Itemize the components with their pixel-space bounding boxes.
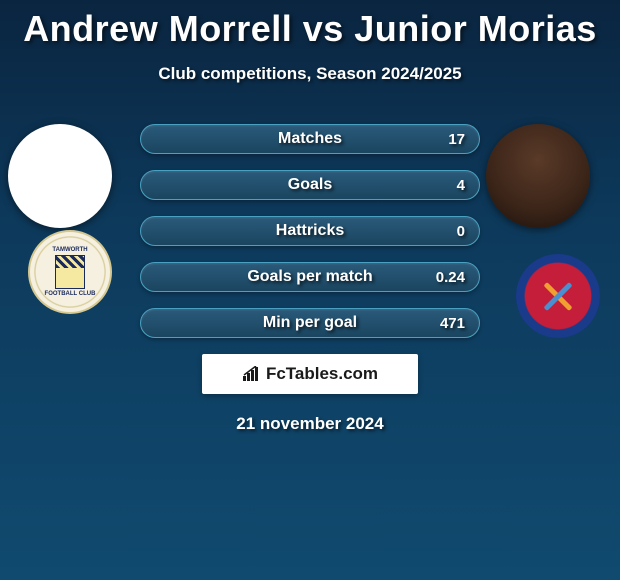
date-line: 21 november 2024 [0, 414, 620, 434]
brand-text: FcTables.com [266, 364, 378, 384]
player-right-photo [486, 124, 590, 228]
stat-label: Matches [278, 130, 342, 148]
club-crest-right [516, 254, 600, 338]
page-title: Andrew Morrell vs Junior Morias [0, 0, 620, 50]
stat-right-value: 4 [435, 177, 465, 194]
stat-right-value: 471 [435, 315, 465, 332]
club-crest-left: TAMWORTH FOOTBALL CLUB [28, 230, 112, 314]
bar-chart-icon [242, 366, 262, 382]
player-left-photo [8, 124, 112, 228]
stat-rows: Matches 17 Goals 4 Hattricks 0 Goals per… [140, 124, 480, 338]
stat-row-hattricks: Hattricks 0 [140, 216, 480, 246]
crest-left-top-text: TAMWORTH [52, 247, 87, 253]
crest-left-bottom-text: FOOTBALL CLUB [45, 291, 96, 297]
stat-row-min-per-goal: Min per goal 471 [140, 308, 480, 338]
stat-label: Goals per match [247, 268, 372, 286]
comparison-panel: TAMWORTH FOOTBALL CLUB Matches 17 Goals … [0, 124, 620, 434]
stat-label: Hattricks [276, 222, 344, 240]
stat-label: Min per goal [263, 314, 357, 332]
stat-row-goals-per-match: Goals per match 0.24 [140, 262, 480, 292]
stat-row-matches: Matches 17 [140, 124, 480, 154]
stat-right-value: 0.24 [435, 269, 465, 286]
brand-box: FcTables.com [202, 354, 418, 394]
crest-left-shield-icon [55, 255, 85, 289]
stat-row-goals: Goals 4 [140, 170, 480, 200]
stat-right-value: 0 [435, 223, 465, 240]
subtitle: Club competitions, Season 2024/2025 [0, 64, 620, 84]
crest-right-swords-icon [538, 276, 578, 316]
stat-label: Goals [288, 176, 332, 194]
stat-right-value: 17 [435, 131, 465, 148]
